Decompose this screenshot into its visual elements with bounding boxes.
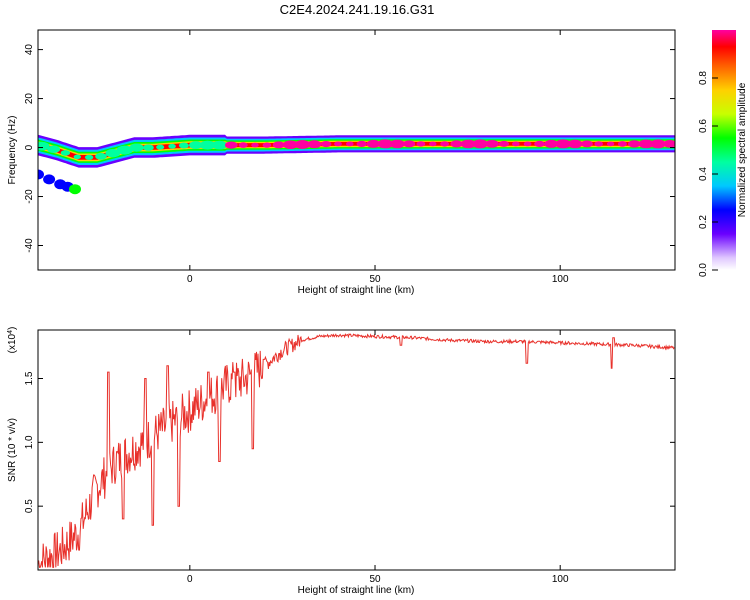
heatmap-blob — [211, 140, 228, 150]
heatmap-blob — [512, 141, 520, 147]
colorbar-label: Normalized spectral amplitude — [737, 82, 748, 217]
heatmap-blob — [389, 139, 405, 149]
heatmap-blob — [663, 140, 675, 148]
y-tick-label: 40 — [24, 44, 35, 56]
heatmap-blob — [356, 140, 367, 147]
y-tick-label: 20 — [24, 93, 35, 105]
heatmap-blob — [523, 141, 532, 147]
colorbar-tick-label: 0.6 — [698, 119, 709, 133]
heatmap-blob — [403, 140, 416, 148]
chart-title: C2E4.2024.241.19.16.G31 — [280, 2, 435, 17]
colorbar-ticks: 0.0 0.2 0.4 0.6 0.8 — [698, 71, 718, 277]
heatmap-blob — [606, 141, 615, 147]
x-tick-label: 100 — [552, 274, 569, 285]
snr-panel: 0 50 100 0.5 1.0 1.5 Height of straight line … — [7, 327, 676, 596]
heatmap-blob — [73, 154, 82, 160]
spectrogram-frame — [37, 29, 676, 271]
y-tick-label: 0 — [24, 144, 35, 150]
heatmap-blob — [251, 142, 259, 148]
y-tick-label: 0.5 — [24, 499, 35, 513]
heatmap-blob — [156, 144, 165, 150]
heatmap-blob — [485, 140, 499, 148]
heatmap-blob — [440, 141, 449, 147]
spectrogram-xlabel: Height of straight line (km) — [298, 285, 415, 296]
heatmap-blob — [650, 139, 666, 149]
heatmap-blob — [460, 139, 476, 149]
heatmap-blob — [498, 140, 509, 147]
snr-series-line — [38, 333, 675, 568]
spectrogram-ylabel: Frequency (Hz) — [7, 116, 18, 185]
x-tick-label: 100 — [552, 574, 569, 585]
heatmap-blob — [544, 139, 559, 148]
heatmap-blob — [555, 139, 572, 149]
heatmap-blob — [84, 154, 94, 160]
heatmap-blob — [581, 140, 593, 148]
spectrogram-panel: 0 50 100 -40 -20 0 20 40 Height of straight lin… — [7, 29, 676, 296]
heatmap-blob — [334, 141, 342, 147]
heatmap-blob — [366, 139, 381, 148]
snr-multiplier: (x104) — [7, 327, 19, 354]
heatmap-blob — [628, 140, 641, 148]
heatmap-blob — [450, 140, 463, 148]
heatmap-blob — [189, 141, 203, 150]
heatmap-blob — [178, 142, 189, 149]
heatmap-blob — [38, 141, 50, 151]
snr-ticks: 0 50 100 0.5 1.0 1.5 — [24, 330, 675, 585]
x-tick-label: 0 — [187, 274, 193, 285]
heatmap-blob — [307, 140, 322, 149]
heatmap-blob — [143, 144, 154, 151]
heatmap-blob — [95, 153, 107, 160]
x-tick-label: 50 — [369, 274, 381, 285]
heatmap-blob — [199, 140, 216, 150]
colorbar-tick-label: 0.2 — [698, 215, 709, 229]
heatmap-blob — [416, 141, 426, 147]
snr-frame — [37, 329, 676, 571]
heatmap-blob — [238, 142, 248, 148]
heatmap-blob — [283, 140, 299, 149]
heatmap-blob — [262, 142, 272, 148]
heatmap-blob — [320, 141, 332, 148]
y-tick-label: 1.0 — [24, 435, 35, 449]
heatmap-blob — [472, 139, 489, 149]
heatmap-blob — [567, 139, 583, 149]
snr-ylabel: SNR (10 * v/v) — [7, 418, 18, 482]
heatmap-blob — [129, 143, 144, 152]
heatmap-blob — [168, 143, 176, 149]
heatmap-branch-blob — [43, 174, 56, 185]
heatmap-blob — [272, 141, 285, 149]
heatmap-branch-blob — [38, 169, 44, 180]
colorbar-tick-label: 0.8 — [698, 71, 709, 85]
colorbar-gradient — [712, 30, 736, 270]
colorbar-tick-label: 0.0 — [698, 263, 709, 277]
y-tick-label: 1.5 — [24, 371, 35, 385]
heatmap-blob — [105, 149, 121, 158]
colorbar-tick-label: 0.4 — [698, 167, 709, 181]
y-tick-label: -20 — [24, 189, 35, 204]
heatmap-blob — [47, 145, 61, 153]
colorbar: 0.0 0.2 0.4 0.6 0.8 Normalized spectral ampl… — [698, 30, 748, 277]
snr-xlabel: Height of straight line (km) — [298, 585, 415, 596]
spectrogram-heatmap — [38, 134, 675, 195]
heatmap-blob — [594, 141, 603, 147]
heatmap-blob — [294, 140, 311, 149]
heatmap-blob — [346, 141, 354, 147]
heatmap-blob — [638, 139, 654, 149]
heatmap-blob — [617, 141, 627, 147]
heatmap-blob — [377, 139, 394, 149]
heatmap-blob — [534, 140, 545, 147]
heatmap-blob — [60, 150, 71, 156]
heatmap-branch-blob — [69, 184, 81, 195]
heatmap-blob — [116, 145, 133, 155]
y-tick-label: -40 — [24, 238, 35, 253]
x-tick-label: 50 — [369, 574, 381, 585]
heatmap-blob — [225, 141, 238, 149]
spectrogram-ticks: 0 50 100 -40 -20 0 20 40 — [24, 30, 675, 285]
heatmap-blob — [429, 141, 437, 147]
x-tick-label: 0 — [187, 574, 193, 585]
